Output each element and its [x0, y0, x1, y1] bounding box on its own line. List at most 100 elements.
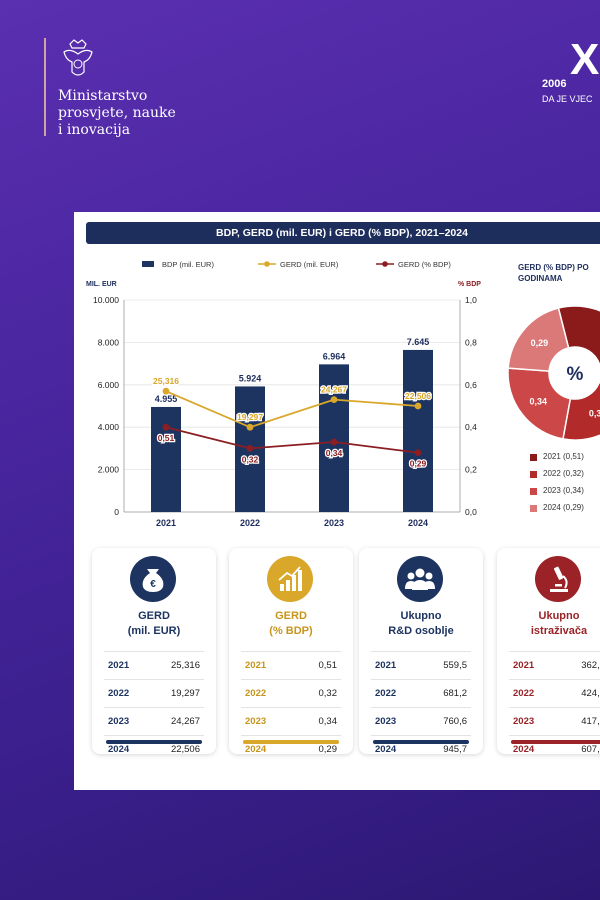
badge-tagline: DA JE VJEC — [542, 94, 593, 104]
legend-swatch — [530, 505, 537, 512]
row-value: 559,5 — [443, 660, 467, 671]
left-tick-label: 8.000 — [98, 337, 120, 347]
coat-of-arms-icon — [63, 39, 93, 76]
table-row: 2024 0,29 — [241, 744, 341, 760]
row-value: 607,8 — [581, 744, 600, 755]
legend-swatch — [142, 261, 154, 267]
point-value-label: 0,34 — [326, 448, 343, 458]
row-year: 2023 — [375, 716, 397, 727]
point-value-label: 22,506 — [405, 391, 431, 401]
left-tick-label: 6.000 — [98, 380, 120, 390]
table-row: 2021 362,3 — [509, 660, 600, 676]
row-value: 19,297 — [170, 688, 200, 699]
row-value: 0,34 — [318, 716, 338, 727]
table-row: 2022 0,32 — [241, 688, 341, 704]
row-year: 2024 — [245, 744, 267, 755]
stat-panel-gerd-eur: € GERD (mil. EUR) 2021 25,316 2022 19,297 2023 2… — [92, 548, 216, 755]
row-year: 2024 — [513, 744, 535, 755]
row-value: 681,2 — [443, 688, 467, 699]
panel-title-line: R&D osoblje — [388, 625, 454, 637]
row-divider — [371, 651, 471, 652]
combo-chart: BDP (mil. EUR) GERD (mil. EUR) GERD (% BDP… — [86, 260, 481, 528]
category-label: 2022 — [240, 518, 260, 528]
row-divider — [104, 651, 204, 652]
panel-title: GERD (mil. EUR) — [92, 609, 216, 639]
row-value: 945,7 — [443, 744, 467, 755]
data-point — [414, 449, 422, 457]
row-value: 25,316 — [170, 660, 200, 671]
legend-label: 2022 (0,32) — [543, 469, 584, 478]
right-tick-label: 0,6 — [465, 380, 477, 390]
legend-label: 2023 (0,34) — [543, 486, 584, 495]
legend-swatch — [530, 471, 537, 478]
badge-year: 2006 — [542, 78, 567, 90]
panel-accent-bar — [243, 740, 339, 744]
table-row: 2021 559,5 — [371, 660, 471, 676]
left-tick-label: 2.000 — [98, 465, 120, 475]
left-tick-label: 10.000 — [93, 295, 119, 305]
category-label: 2023 — [324, 518, 344, 528]
row-year: 2024 — [108, 744, 130, 755]
donut-slice — [562, 381, 600, 441]
row-value: 24,267 — [170, 716, 200, 727]
euro-bag-icon: € — [130, 556, 176, 602]
infographic-card: BDP, GERD (mil. EUR) i GERD (% BDP), 202… — [74, 212, 600, 790]
people-group-icon — [397, 556, 443, 602]
chart-title: BDP, GERD (mil. EUR) i GERD (% BDP), 202… — [216, 227, 468, 239]
legend-label: 2024 (0,29) — [543, 503, 584, 512]
category-label: 2024 — [408, 518, 428, 528]
table-row: 2024 945,7 — [371, 744, 471, 760]
row-value: 417,5 — [581, 716, 600, 727]
panel-title: Ukupno R&D osoblje — [359, 609, 483, 639]
panel-title-line: (% BDP) — [269, 625, 313, 637]
panel-title: Ukupno istraživača — [497, 609, 600, 639]
right-tick-label: 0,4 — [465, 422, 477, 432]
right-tick-label: 0,2 — [465, 465, 477, 475]
row-value: 0,51 — [318, 660, 338, 671]
donut-slice — [557, 305, 600, 384]
row-divider — [104, 735, 204, 736]
data-point — [330, 396, 338, 404]
panel-title-line: Ukupno — [538, 610, 580, 622]
bar — [403, 349, 433, 512]
row-year: 2021 — [513, 660, 535, 671]
category-label: 2021 — [156, 518, 176, 528]
data-point — [414, 402, 422, 410]
panel-title-line: (mil. EUR) — [127, 625, 181, 637]
row-year: 2021 — [245, 660, 267, 671]
row-value: 0,32 — [318, 688, 338, 699]
row-divider — [241, 651, 341, 652]
slice-label: 0,34 — [529, 396, 547, 406]
panel-title-line: GERD — [275, 610, 307, 622]
bar-value-label: 6.964 — [323, 351, 346, 361]
series-line — [165, 390, 419, 429]
slice-label: 0,29 — [531, 338, 549, 348]
anniversary-badge: X 2006 DA JE VJEC — [540, 38, 600, 108]
row-year: 2023 — [245, 716, 267, 727]
legend-label: GERD (% BDP) — [398, 260, 451, 269]
ministry-name: Ministarstvo prosvjete, nauke i inovacij… — [58, 88, 218, 139]
panel-title-line: Ukupno — [400, 610, 442, 622]
table-row: 2024 22,506 — [104, 744, 204, 760]
row-value: 760,6 — [443, 716, 467, 727]
row-divider — [509, 679, 600, 680]
table-row: 2022 681,2 — [371, 688, 471, 704]
bar-value-label: 4.955 — [155, 394, 178, 404]
point-value-label: 0,32 — [242, 454, 259, 464]
right-axis-unit: % BDP — [458, 281, 481, 288]
microscope-icon — [535, 556, 581, 602]
table-row: 2022 19,297 — [104, 688, 204, 704]
row-divider — [371, 735, 471, 736]
slice-label: 0,32 — [589, 409, 600, 419]
bar — [319, 364, 349, 512]
legend-label: BDP (mil. EUR) — [162, 260, 214, 269]
point-value-label: 0,29 — [410, 459, 427, 469]
row-year: 2023 — [108, 716, 130, 727]
row-year: 2022 — [108, 688, 130, 699]
ministry-name-line: Ministarstvo — [58, 88, 148, 104]
donut-slice — [507, 307, 570, 372]
table-row: 2023 24,267 — [104, 716, 204, 732]
panel-accent-bar — [373, 740, 469, 744]
row-year: 2022 — [375, 688, 397, 699]
donut-chart: 0,510,320,340,29% — [507, 305, 600, 441]
